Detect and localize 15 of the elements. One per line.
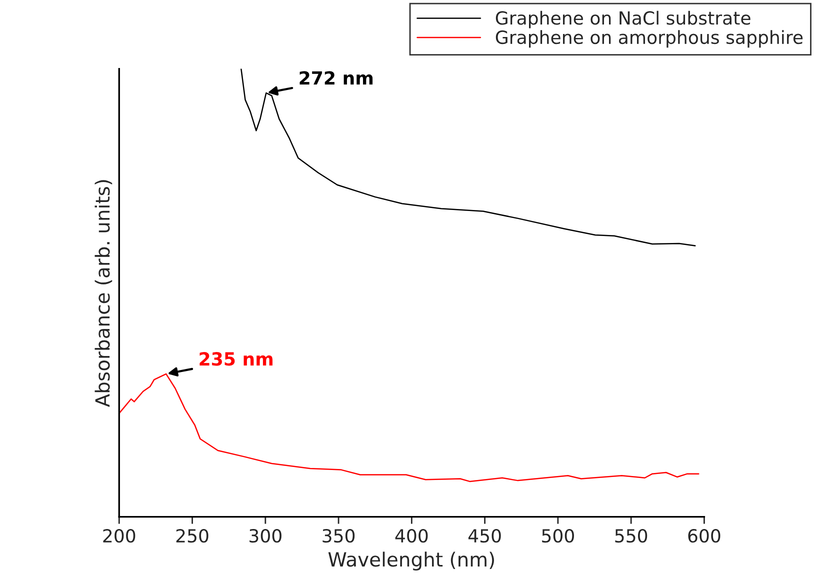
x-tick-label: 300 [250,528,282,543]
annotation: 235 nm [200,352,272,366]
x-tick-label: 250 [176,528,208,543]
x-tick-label: 450 [468,528,501,543]
y-axis-title: Absorbance (arb. units) [94,180,112,408]
annotation: 272 nm [300,71,373,85]
x-tick-label: 400 [395,528,428,543]
x-tick-label: 200 [103,528,136,543]
x-tick-label: 500 [542,528,574,543]
x-tick-label: 550 [615,528,648,543]
legend-label: Graphene on NaCl substrate [496,10,750,28]
x-tick-label: 600 [688,528,720,543]
x-axis-title: Wavelenght (nm) [328,552,494,571]
legend-label: Graphene on amorphous sapphire [496,30,803,48]
x-tick-label: 350 [322,528,355,543]
